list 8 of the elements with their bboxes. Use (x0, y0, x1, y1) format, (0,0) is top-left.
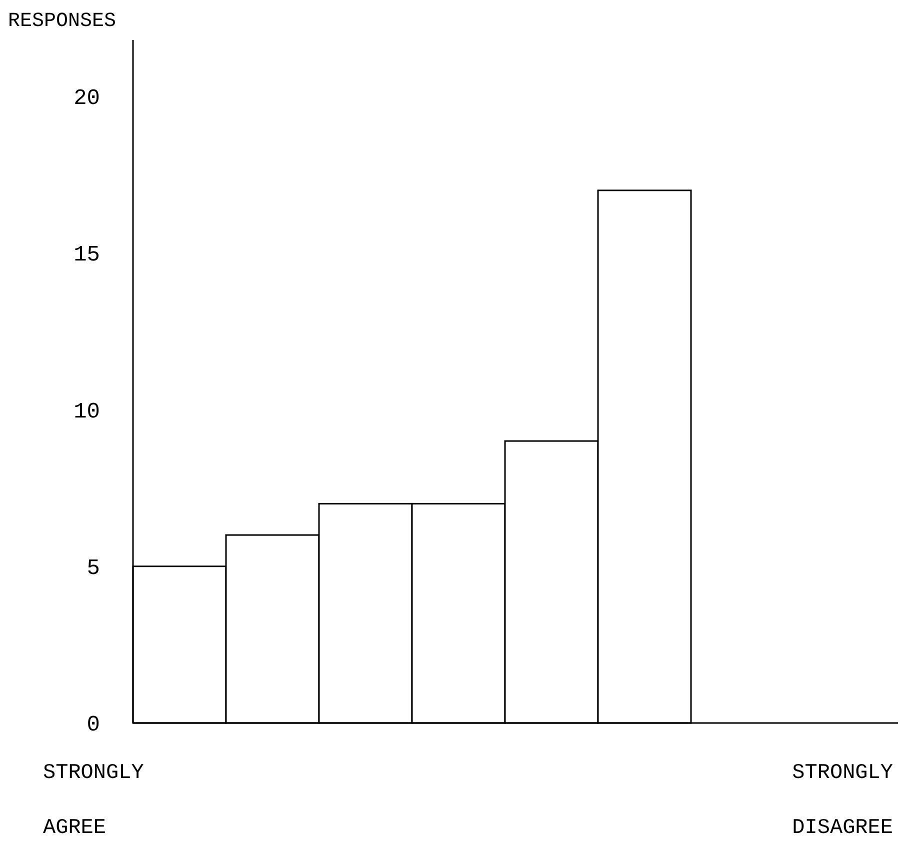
y-tick-label: 0 (86, 712, 100, 738)
y-tick-label: 20 (74, 86, 100, 112)
text: STRONGLY AGREE (43, 762, 144, 840)
y-tick-label: 10 (74, 399, 100, 424)
text: STRONGLY DISAGREE (792, 762, 893, 840)
y-axis-title: RESPONSES (8, 10, 116, 33)
y-tick-label: 5 (86, 556, 100, 582)
y-tick-label: 15 (74, 242, 100, 268)
